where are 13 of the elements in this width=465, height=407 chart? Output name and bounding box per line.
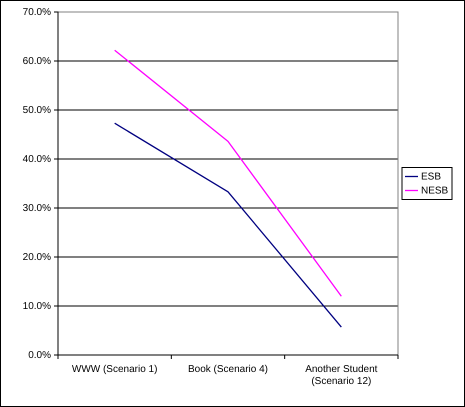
y-tick-label: 70.0% <box>22 7 52 18</box>
y-tick-label: 10.0% <box>22 301 52 312</box>
y-tick-label: 20.0% <box>22 252 52 264</box>
legend-label: NESB <box>421 186 449 196</box>
x-tick-label: Book (Scenario 4) <box>188 364 268 375</box>
y-tick-label: 0.0% <box>28 350 52 362</box>
y-tick-label: 40.0% <box>22 154 52 166</box>
y-tick-label: 60.0% <box>22 56 52 68</box>
x-tick-label: Another Student (Scenario 12) <box>305 364 378 387</box>
y-tick-label: 30.0% <box>22 203 52 214</box>
y-tick-label: 50.0% <box>22 105 52 116</box>
legend-label: ESB <box>421 172 442 182</box>
x-tick-label: WWW (Scenario 1) <box>72 364 158 375</box>
